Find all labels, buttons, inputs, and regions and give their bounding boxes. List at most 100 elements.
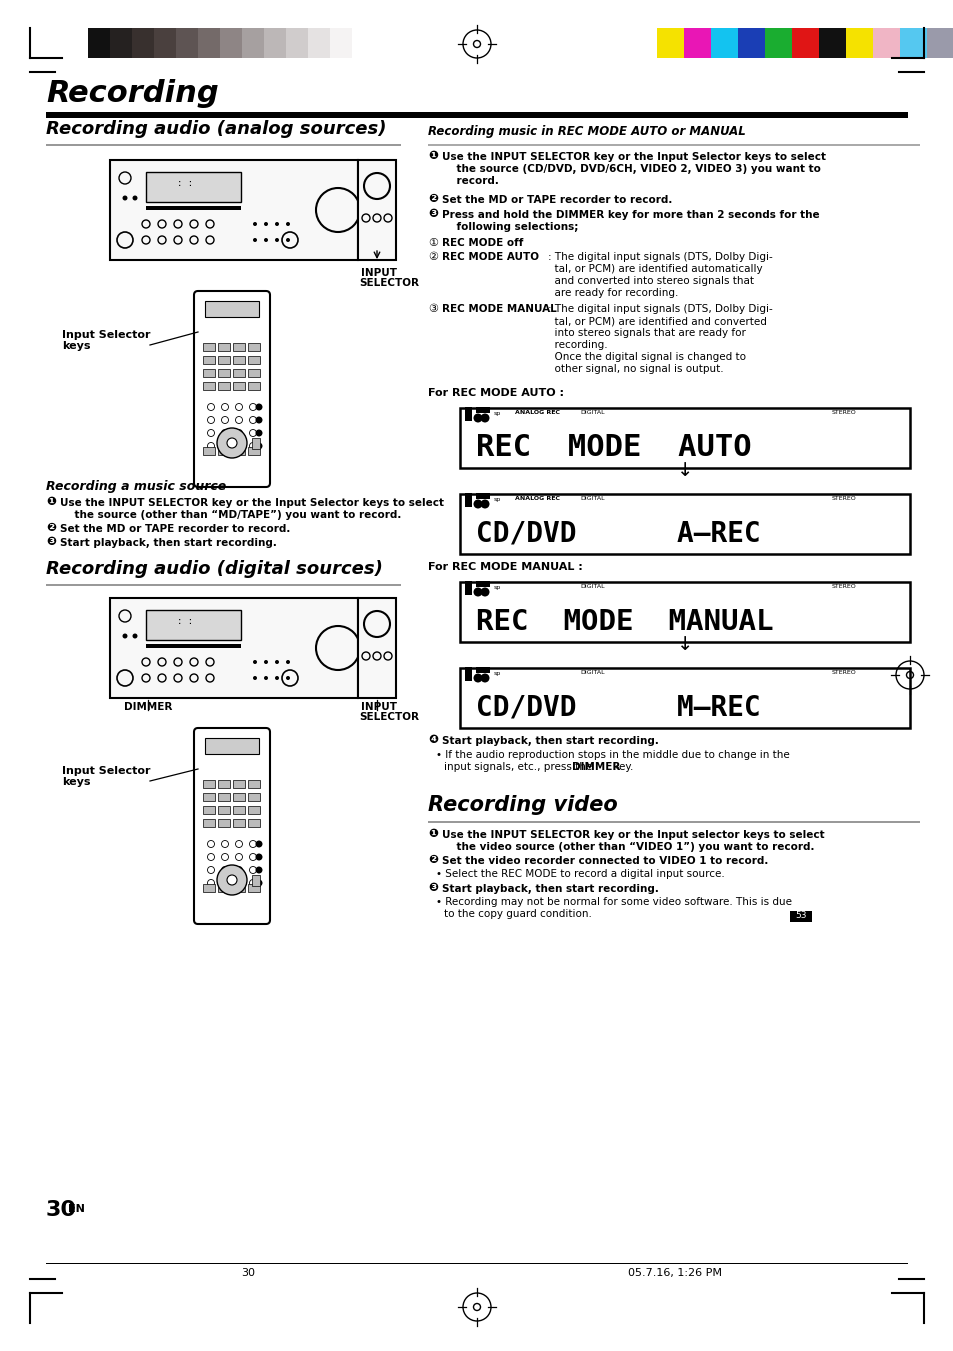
Text: and converted into stereo signals that: and converted into stereo signals that: [547, 276, 753, 286]
Circle shape: [250, 430, 256, 436]
Circle shape: [473, 588, 482, 597]
Bar: [203, 819, 214, 827]
Bar: [203, 343, 214, 351]
Text: Recording audio (analog sources): Recording audio (analog sources): [46, 120, 386, 138]
Bar: [428, 145, 919, 146]
Circle shape: [255, 880, 262, 886]
Bar: [218, 780, 230, 788]
Circle shape: [132, 196, 137, 200]
Circle shape: [208, 880, 214, 886]
Text: 53: 53: [795, 911, 806, 920]
Text: Input Selector: Input Selector: [62, 330, 151, 340]
Text: ❶: ❶: [428, 827, 437, 840]
Bar: [233, 382, 245, 390]
Bar: [203, 357, 214, 363]
Text: DIGITAL: DIGITAL: [579, 584, 604, 589]
Bar: [153, 28, 175, 58]
Text: For REC MODE AUTO :: For REC MODE AUTO :: [428, 388, 563, 399]
Circle shape: [216, 865, 247, 894]
Text: DIMMER: DIMMER: [124, 703, 172, 712]
Bar: [233, 369, 245, 377]
Circle shape: [255, 854, 262, 861]
Bar: [464, 407, 472, 413]
Text: REC  MODE  AUTO: REC MODE AUTO: [476, 434, 751, 462]
Circle shape: [286, 676, 290, 680]
Bar: [218, 357, 230, 363]
Text: DIGITAL: DIGITAL: [579, 496, 604, 501]
Text: other signal, no signal is output.: other signal, no signal is output.: [547, 363, 723, 374]
Text: : :: : :: [177, 178, 193, 188]
Text: keys: keys: [62, 777, 91, 788]
Bar: [203, 780, 214, 788]
Bar: [459, 408, 909, 467]
Bar: [789, 911, 811, 921]
Text: REC MODE off: REC MODE off: [441, 238, 523, 249]
Circle shape: [227, 875, 236, 885]
Bar: [459, 494, 909, 554]
Bar: [132, 28, 153, 58]
Circle shape: [264, 222, 268, 226]
Text: tal, or PCM) are identified automatically: tal, or PCM) are identified automaticall…: [547, 263, 761, 274]
Bar: [233, 447, 245, 455]
Circle shape: [208, 840, 214, 847]
Text: ❸: ❸: [428, 881, 437, 894]
Circle shape: [208, 430, 214, 436]
Circle shape: [221, 866, 229, 874]
Circle shape: [286, 661, 290, 663]
Bar: [218, 447, 230, 455]
Bar: [286, 28, 308, 58]
Circle shape: [473, 413, 482, 423]
Circle shape: [480, 674, 489, 682]
Bar: [764, 28, 791, 58]
Text: record.: record.: [441, 176, 498, 186]
Circle shape: [250, 416, 256, 423]
Circle shape: [227, 438, 236, 449]
Text: REC  MODE  MANUAL: REC MODE MANUAL: [476, 608, 773, 636]
Circle shape: [208, 866, 214, 874]
Text: the source (CD/DVD, DVD/6CH, VIDEO 2, VIDEO 3) you want to: the source (CD/DVD, DVD/6CH, VIDEO 2, VI…: [441, 163, 820, 174]
Text: ❸: ❸: [46, 535, 56, 549]
Circle shape: [250, 404, 256, 411]
Bar: [899, 28, 926, 58]
Circle shape: [250, 840, 256, 847]
Bar: [220, 28, 242, 58]
Circle shape: [221, 416, 229, 423]
Bar: [110, 598, 357, 698]
Text: sp: sp: [494, 411, 500, 416]
Text: ANALOG REC: ANALOG REC: [515, 496, 559, 501]
Bar: [248, 357, 260, 363]
Bar: [252, 438, 260, 449]
Circle shape: [274, 238, 278, 242]
Text: Set the MD or TAPE recorder to record.: Set the MD or TAPE recorder to record.: [60, 524, 290, 534]
Bar: [464, 499, 472, 507]
Text: Set the video recorder connected to VIDEO 1 to record.: Set the video recorder connected to VIDE…: [441, 857, 767, 866]
Circle shape: [264, 238, 268, 242]
Circle shape: [274, 661, 278, 663]
Circle shape: [253, 661, 256, 663]
Text: Start playback, then start recording.: Start playback, then start recording.: [441, 736, 659, 746]
Text: CD/DVD      M–REC: CD/DVD M–REC: [476, 694, 760, 721]
Text: sp: sp: [494, 585, 500, 590]
Bar: [248, 807, 260, 815]
Text: into stereo signals that are ready for: into stereo signals that are ready for: [547, 328, 745, 338]
Circle shape: [286, 222, 290, 226]
Bar: [464, 673, 472, 681]
Circle shape: [216, 428, 247, 458]
Bar: [198, 28, 220, 58]
Text: INPUT: INPUT: [360, 267, 396, 278]
Text: ❷: ❷: [46, 521, 56, 534]
Bar: [357, 598, 395, 698]
Bar: [175, 28, 198, 58]
Bar: [110, 28, 132, 58]
Circle shape: [235, 404, 242, 411]
Circle shape: [235, 854, 242, 861]
Text: DIMMER: DIMMER: [572, 762, 619, 771]
Bar: [233, 807, 245, 815]
Circle shape: [221, 404, 229, 411]
Text: For REC MODE MANUAL :: For REC MODE MANUAL :: [428, 562, 582, 571]
Bar: [233, 780, 245, 788]
Bar: [203, 807, 214, 815]
Text: STEREO: STEREO: [831, 409, 856, 415]
Text: the source (other than “MD/TAPE”) you want to record.: the source (other than “MD/TAPE”) you wa…: [60, 509, 401, 520]
FancyBboxPatch shape: [193, 728, 270, 924]
